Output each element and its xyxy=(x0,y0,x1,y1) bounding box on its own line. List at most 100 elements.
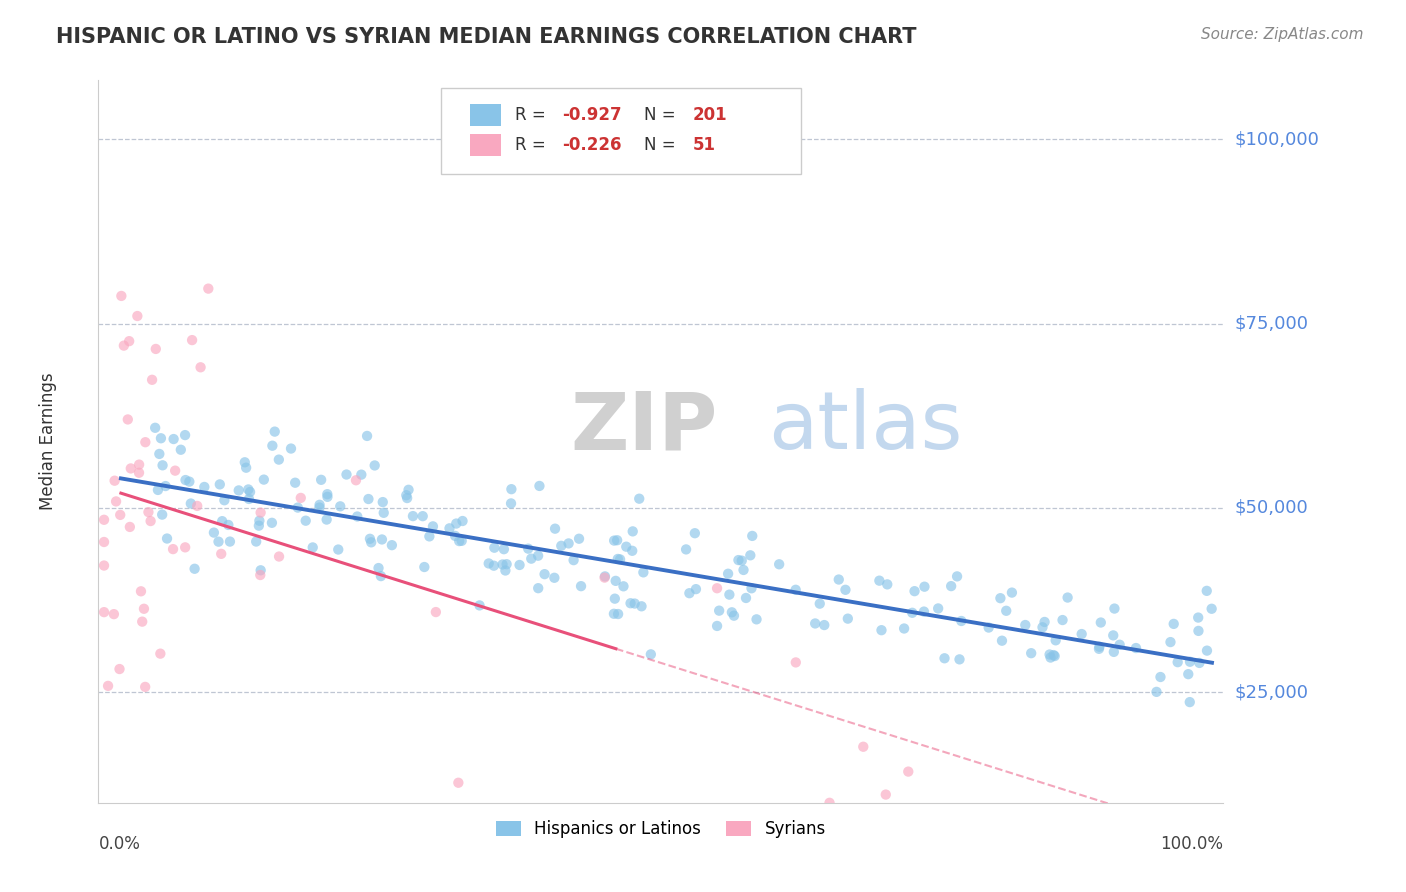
Point xyxy=(685,582,707,596)
Text: N =: N = xyxy=(644,106,681,124)
Point xyxy=(543,571,565,585)
Point xyxy=(148,447,170,461)
Point xyxy=(174,541,197,555)
Point xyxy=(197,282,219,296)
Point xyxy=(217,517,239,532)
Point xyxy=(418,529,440,543)
Point xyxy=(350,467,373,482)
Point xyxy=(93,558,115,573)
Point xyxy=(494,564,516,578)
Point xyxy=(614,540,637,554)
Point xyxy=(211,514,233,528)
Text: $25,000: $25,000 xyxy=(1234,683,1309,701)
Point xyxy=(1088,641,1111,656)
Point xyxy=(717,566,740,581)
Text: 0.0%: 0.0% xyxy=(98,835,141,854)
Point xyxy=(235,460,257,475)
Point xyxy=(1056,591,1078,605)
Point xyxy=(413,560,436,574)
Point xyxy=(263,425,285,439)
Point xyxy=(1033,615,1056,629)
Point xyxy=(444,529,467,543)
Text: R =: R = xyxy=(515,136,551,154)
Point xyxy=(1070,627,1092,641)
Point xyxy=(834,582,856,597)
Point xyxy=(901,606,924,620)
Point xyxy=(127,309,149,323)
Point xyxy=(367,561,389,575)
FancyBboxPatch shape xyxy=(470,135,501,156)
Point xyxy=(357,491,380,506)
Point xyxy=(134,680,156,694)
Point xyxy=(402,509,425,524)
Point xyxy=(718,588,741,602)
Point xyxy=(145,342,167,356)
Point xyxy=(1042,648,1064,662)
Point xyxy=(110,289,132,303)
Point xyxy=(706,619,728,633)
Point xyxy=(491,558,513,572)
Point xyxy=(828,573,851,587)
Point xyxy=(162,542,184,557)
Point xyxy=(1178,695,1201,709)
Point xyxy=(1045,633,1067,648)
Point xyxy=(451,514,474,528)
Point xyxy=(630,599,652,614)
Point xyxy=(990,591,1012,606)
Text: Source: ZipAtlas.com: Source: ZipAtlas.com xyxy=(1201,27,1364,42)
Point xyxy=(149,431,172,445)
Point xyxy=(247,514,270,528)
Point xyxy=(245,534,267,549)
Point xyxy=(950,614,973,628)
Point xyxy=(941,579,963,593)
Point xyxy=(727,553,749,567)
Point xyxy=(808,597,831,611)
Point xyxy=(875,788,897,802)
Point xyxy=(267,452,290,467)
Point xyxy=(190,360,212,375)
Point xyxy=(1108,638,1130,652)
Point xyxy=(134,435,156,450)
Point xyxy=(741,529,763,543)
Point xyxy=(607,607,630,621)
Point xyxy=(520,551,543,566)
Point xyxy=(1125,640,1147,655)
Point xyxy=(633,566,655,580)
Point xyxy=(165,464,187,478)
Point xyxy=(294,514,316,528)
Text: N =: N = xyxy=(644,136,681,154)
Point xyxy=(785,582,807,597)
Point xyxy=(492,542,515,557)
Point xyxy=(1014,618,1036,632)
Point xyxy=(1187,610,1209,624)
Text: R =: R = xyxy=(515,106,551,124)
Point xyxy=(533,567,555,582)
Point xyxy=(1188,656,1211,670)
Point xyxy=(308,498,330,512)
Point xyxy=(544,522,567,536)
Point xyxy=(287,500,309,515)
Text: 100.0%: 100.0% xyxy=(1160,835,1223,854)
Point xyxy=(447,776,470,790)
Point xyxy=(290,491,312,505)
Legend: Hispanics or Latinos, Syrians: Hispanics or Latinos, Syrians xyxy=(489,814,832,845)
Text: Median Earnings: Median Earnings xyxy=(39,373,56,510)
Point xyxy=(141,373,163,387)
Point xyxy=(439,521,461,535)
Point xyxy=(818,796,841,810)
Point xyxy=(118,334,141,348)
Point xyxy=(131,615,153,629)
Point xyxy=(484,541,506,555)
Text: -0.927: -0.927 xyxy=(562,106,621,124)
Point xyxy=(1195,583,1218,598)
Point xyxy=(329,500,352,514)
Point xyxy=(219,534,242,549)
Point xyxy=(284,475,307,490)
Point xyxy=(309,473,332,487)
Point xyxy=(1146,685,1168,699)
Point xyxy=(139,514,162,528)
Point xyxy=(1043,648,1066,663)
Point xyxy=(1052,613,1074,627)
Point xyxy=(804,616,827,631)
Point xyxy=(239,485,262,500)
